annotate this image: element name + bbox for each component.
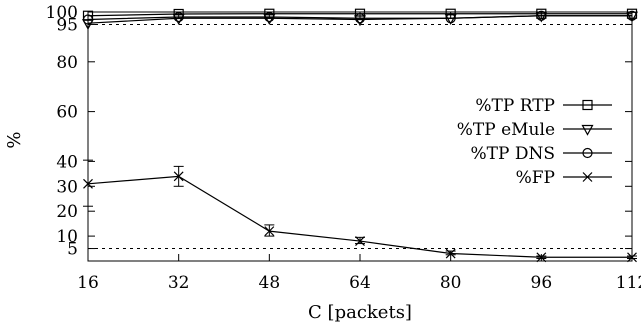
y-tick-label: 30 <box>56 177 78 197</box>
legend-marker <box>582 99 593 111</box>
data-point <box>444 14 457 25</box>
legend-item: %TP DNS <box>471 144 612 164</box>
legend-item: %TP RTP <box>475 96 612 116</box>
legend-label: %TP DNS <box>471 144 556 164</box>
data-point <box>536 10 547 21</box>
y-tick-label: 100 <box>46 3 78 23</box>
data-point <box>535 11 548 23</box>
legend: %TP RTP %TP eMule %TP DNS %FP <box>457 96 612 188</box>
legend-item: %TP eMule <box>457 120 612 140</box>
x-axis-title: C [packets] <box>308 302 412 323</box>
series-line <box>87 175 632 258</box>
data-point <box>627 252 637 263</box>
x-tick-label: 96 <box>531 273 553 293</box>
data-point <box>82 14 94 25</box>
y-tick-label: 95 <box>56 15 78 35</box>
data-point <box>264 226 275 237</box>
data-point <box>81 19 95 30</box>
data-point <box>353 15 367 27</box>
y-tick-label: 80 <box>56 53 78 73</box>
x-axis-ticks: 16 32 48 64 80 96 112 <box>77 12 641 293</box>
legend-label: %TP RTP <box>475 96 555 116</box>
legend-label: %FP <box>516 168 555 188</box>
series-layer <box>81 8 639 263</box>
data-point <box>354 13 366 24</box>
y-tick-label: 40 <box>56 152 78 172</box>
legend-marker <box>581 124 594 136</box>
legend-item: %FP <box>516 168 612 188</box>
x-tick-label: 16 <box>77 273 99 293</box>
data-point <box>536 252 547 263</box>
y-tick-label: 5 <box>67 240 78 260</box>
data-point <box>626 10 638 21</box>
legend-marker <box>582 147 593 159</box>
y-axis-title: % <box>4 131 25 148</box>
y-tick-label: 20 <box>56 202 78 222</box>
x-tick-label: 48 <box>259 273 281 293</box>
data-point <box>625 11 639 23</box>
series-3 <box>82 10 638 25</box>
data-point <box>355 236 365 247</box>
series-line <box>87 15 632 21</box>
data-point <box>264 11 275 23</box>
data-point <box>173 171 184 182</box>
legend-marker <box>582 172 593 182</box>
data-point <box>83 178 93 189</box>
data-point <box>173 11 184 23</box>
x-tick-label: 32 <box>168 273 190 293</box>
y-tick-label: 10 <box>56 227 78 247</box>
data-point <box>172 14 185 25</box>
y-tick-label: 60 <box>56 103 78 123</box>
x-tick-label: 64 <box>349 273 371 293</box>
series-4 <box>83 159 637 263</box>
data-point <box>445 248 456 259</box>
data-point <box>263 14 276 25</box>
data-point <box>445 13 456 24</box>
legend-label: %TP eMule <box>457 120 555 140</box>
x-tick-label: 112 <box>616 273 641 293</box>
x-tick-label: 80 <box>440 273 462 293</box>
